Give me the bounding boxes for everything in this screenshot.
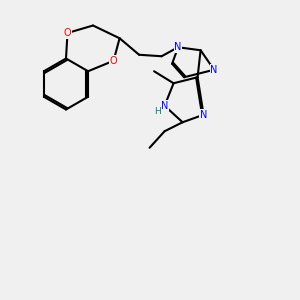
Text: O: O — [110, 56, 117, 66]
Text: O: O — [64, 28, 71, 38]
Text: N: N — [200, 110, 207, 120]
Text: N: N — [161, 101, 168, 111]
Text: N: N — [210, 65, 218, 75]
Text: N: N — [174, 42, 182, 52]
Text: H: H — [154, 107, 160, 116]
